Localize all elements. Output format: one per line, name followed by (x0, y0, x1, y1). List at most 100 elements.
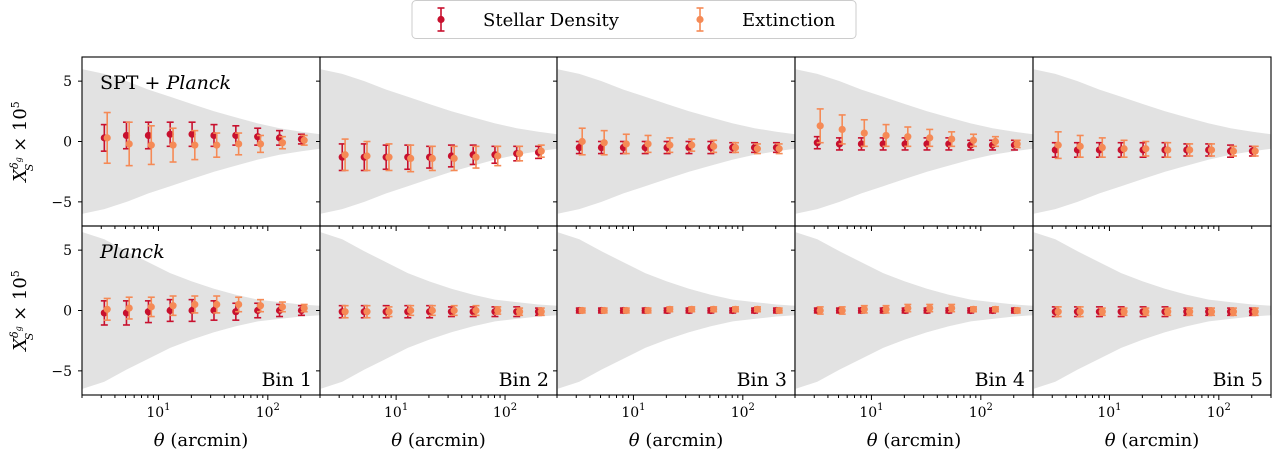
data-point (537, 308, 545, 316)
data-point (1098, 308, 1106, 316)
data-point (125, 140, 133, 148)
x-tick-label: 102 (493, 402, 517, 421)
panel-row2-bin4: 101 102 Bin 4 (791, 225, 1034, 421)
y-tick-label: −5 (51, 364, 72, 380)
data-point (450, 306, 458, 315)
data-point (622, 140, 630, 148)
legend: Stellar Density Extinction (411, 0, 857, 39)
data-point (1251, 147, 1259, 155)
data-point (1076, 142, 1084, 150)
data-point (1054, 308, 1062, 316)
x-tick-label: 102 (731, 402, 755, 421)
data-point (1229, 147, 1238, 155)
x-axis-label: θ (arcmin) (1105, 430, 1199, 451)
x-axis-label: θ (arcmin) (154, 430, 248, 451)
extinction-series (816, 108, 1021, 149)
data-point (213, 141, 221, 149)
extinction-series (103, 295, 308, 321)
x-axis-label: θ (arcmin) (867, 430, 961, 451)
uncertainty-band (1033, 232, 1271, 389)
uncertainty-band (557, 232, 795, 389)
uncertainty-band (320, 232, 557, 389)
data-point (169, 141, 177, 149)
data-point (882, 131, 890, 140)
data-point (1207, 146, 1216, 154)
data-point (578, 137, 586, 146)
y-tick-label: 5 (63, 243, 72, 259)
data-point (103, 305, 111, 313)
y-tick-label: 0 (63, 135, 72, 151)
data-point (191, 300, 199, 309)
uncertainty-band (1033, 69, 1271, 214)
extinction-series (578, 127, 783, 156)
data-point (860, 129, 868, 137)
legend-box (411, 0, 857, 39)
data-point (363, 308, 371, 316)
data-point (1207, 308, 1216, 316)
data-point (147, 141, 155, 149)
data-point (144, 131, 153, 140)
uncertainty-band (795, 232, 1033, 389)
data-point (1076, 308, 1084, 316)
data-point (622, 306, 630, 315)
data-point (816, 122, 824, 130)
bin-label: Bin 1 (262, 369, 312, 391)
legend-label: Stellar Density (483, 10, 620, 31)
uncertainty-band (557, 69, 795, 214)
data-point (188, 130, 196, 138)
data-point (125, 304, 133, 312)
data-point (122, 131, 131, 140)
legend-label: Extinction (742, 10, 836, 31)
panel-row1-bin4 (791, 56, 1034, 231)
bin-label: Bin 2 (499, 369, 549, 391)
data-point (103, 134, 111, 142)
uncertainty-band (82, 232, 320, 389)
y-tick-label: −5 (51, 195, 72, 211)
data-point (537, 147, 545, 155)
bin-label: Bin 5 (1213, 369, 1263, 391)
data-point (775, 306, 783, 315)
data-point (191, 141, 199, 149)
data-point (904, 304, 912, 312)
data-point (731, 305, 740, 313)
x-axis-label: θ (arcmin) (391, 430, 485, 451)
data-point (494, 152, 502, 160)
x-axis-labels: θ (arcmin) θ (arcmin) θ (arcmin) θ (arcmin)… (154, 430, 1199, 451)
y-tick-label: 5 (63, 74, 72, 90)
data-point (816, 306, 824, 315)
extinction-series (103, 111, 308, 167)
data-point (969, 305, 978, 313)
data-point (753, 145, 762, 153)
data-point (991, 137, 1000, 146)
data-point (515, 308, 524, 316)
data-point (256, 140, 265, 148)
y-axis-label: XδgS × 105 (8, 101, 36, 184)
data-point (235, 300, 243, 309)
uncertainty-band (795, 69, 1033, 214)
data-point (666, 141, 674, 149)
row-label: SPT + Planck (100, 72, 231, 94)
uncertainty-band (320, 69, 557, 214)
data-point (688, 141, 696, 149)
extinction-series (816, 303, 1021, 315)
extinction-series (341, 138, 545, 173)
data-point (904, 133, 912, 141)
data-point (948, 135, 956, 143)
data-point (882, 305, 890, 313)
legend-item: Extinction (696, 7, 836, 32)
data-point (278, 139, 287, 147)
data-point (300, 304, 308, 312)
data-point (644, 140, 652, 148)
y-axis-labels: XδgS × 105 XδgS × 105 (8, 101, 36, 353)
data-point (688, 305, 696, 313)
data-point (385, 153, 393, 161)
panel-row1-bin1: −5 0 5 SPT + Planck (51, 56, 321, 231)
data-point (472, 153, 480, 161)
extinction-series (1054, 306, 1259, 318)
data-point (838, 125, 846, 134)
x-tick-label: 101 (859, 402, 883, 421)
data-point (1251, 308, 1259, 316)
data-point (600, 139, 608, 147)
row-label: Planck (99, 241, 165, 263)
